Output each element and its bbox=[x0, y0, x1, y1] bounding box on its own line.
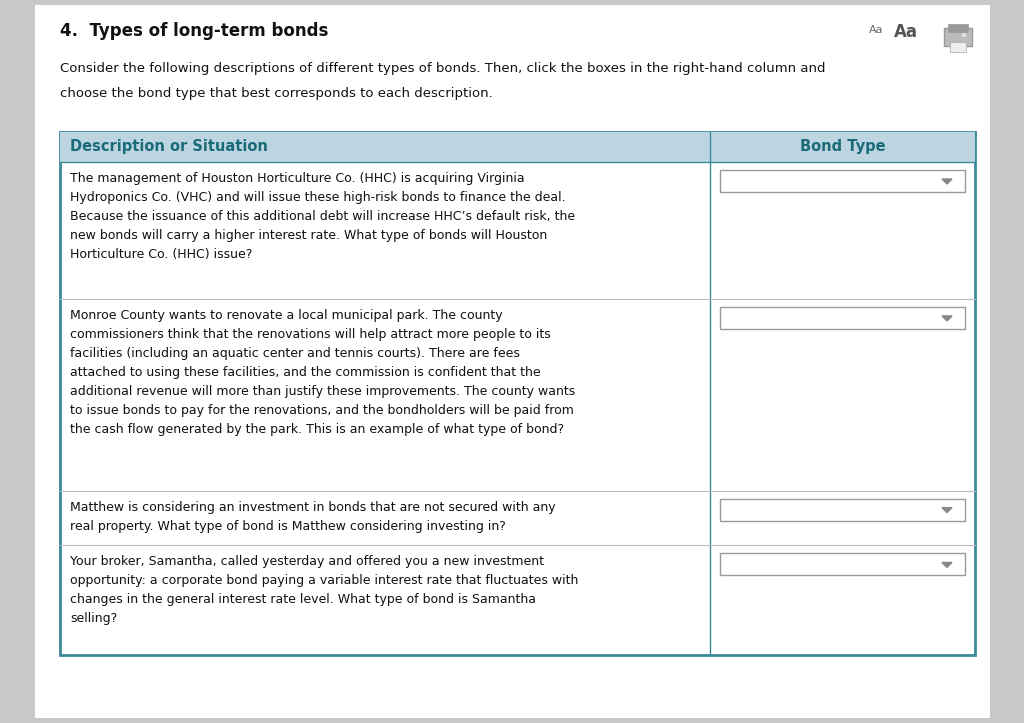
Bar bbox=[948, 24, 968, 32]
Bar bbox=[950, 42, 966, 52]
Bar bbox=[720, 553, 965, 576]
Text: choose the bond type that best corresponds to each description.: choose the bond type that best correspon… bbox=[60, 87, 493, 100]
Bar bbox=[962, 33, 966, 37]
Bar bbox=[60, 132, 975, 162]
Text: Monroe County wants to renovate a local municipal park. The county
commissioners: Monroe County wants to renovate a local … bbox=[70, 309, 575, 436]
Polygon shape bbox=[942, 508, 952, 513]
Bar bbox=[60, 132, 975, 655]
Polygon shape bbox=[942, 179, 952, 184]
Text: Consider the following descriptions of different types of bonds. Then, click the: Consider the following descriptions of d… bbox=[60, 62, 825, 75]
Text: Your broker, Samantha, called yesterday and offered you a new investment
opportu: Your broker, Samantha, called yesterday … bbox=[70, 555, 579, 625]
Text: Aa: Aa bbox=[869, 25, 884, 35]
Text: Aa: Aa bbox=[894, 23, 918, 41]
Bar bbox=[720, 499, 965, 521]
Text: Description or Situation: Description or Situation bbox=[70, 140, 268, 155]
Bar bbox=[720, 170, 965, 192]
Bar bbox=[944, 28, 972, 46]
Text: Bond Type: Bond Type bbox=[800, 140, 886, 155]
Text: Matthew is considering an investment in bonds that are not secured with any
real: Matthew is considering an investment in … bbox=[70, 500, 556, 533]
Polygon shape bbox=[942, 316, 952, 321]
Text: 4.  Types of long-term bonds: 4. Types of long-term bonds bbox=[60, 22, 329, 40]
Polygon shape bbox=[942, 562, 952, 568]
Text: The management of Houston Horticulture Co. (HHC) is acquiring Virginia
Hydroponi: The management of Houston Horticulture C… bbox=[70, 172, 575, 261]
Bar bbox=[720, 307, 965, 329]
